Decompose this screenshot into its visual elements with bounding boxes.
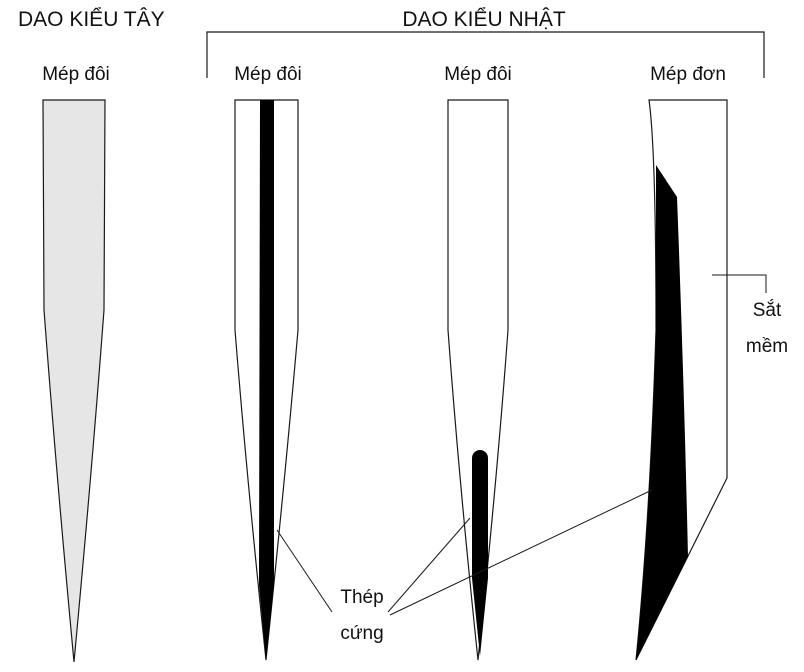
japanese-group-bracket [206, 31, 765, 78]
soft-iron-label-line-2: mềm [746, 336, 788, 357]
hard-steel-leader-a [276, 529, 333, 613]
hard-steel-core-a [259, 100, 274, 660]
western-knife-title: DAO KIỂU TÂY [18, 8, 165, 31]
blade-3-label: Mép đôi [444, 64, 512, 85]
hard-steel-insert-b [472, 450, 488, 656]
hard-steel-label-line-1: Thép [340, 587, 383, 608]
hard-steel-label-line-2: cứng [340, 623, 383, 644]
western-double-edge-blade [42, 99, 106, 663]
blade-1-label: Mép đôi [42, 64, 110, 85]
japanese-knife-title: DAO KIỂU NHẬT [402, 8, 566, 31]
soft-iron-label-line-1: Sắt [753, 299, 782, 321]
soft-iron-leader-line [712, 274, 767, 293]
hard-steel-layer-single-edge [636, 165, 688, 660]
japanese-double-edge-blade-b [447, 99, 509, 661]
blade-4-label: Mép đơn [650, 64, 726, 85]
hard-steel-leader-c [389, 489, 653, 616]
blade-2-label: Mép đôi [234, 64, 302, 85]
hard-steel-leader-b [387, 517, 471, 613]
